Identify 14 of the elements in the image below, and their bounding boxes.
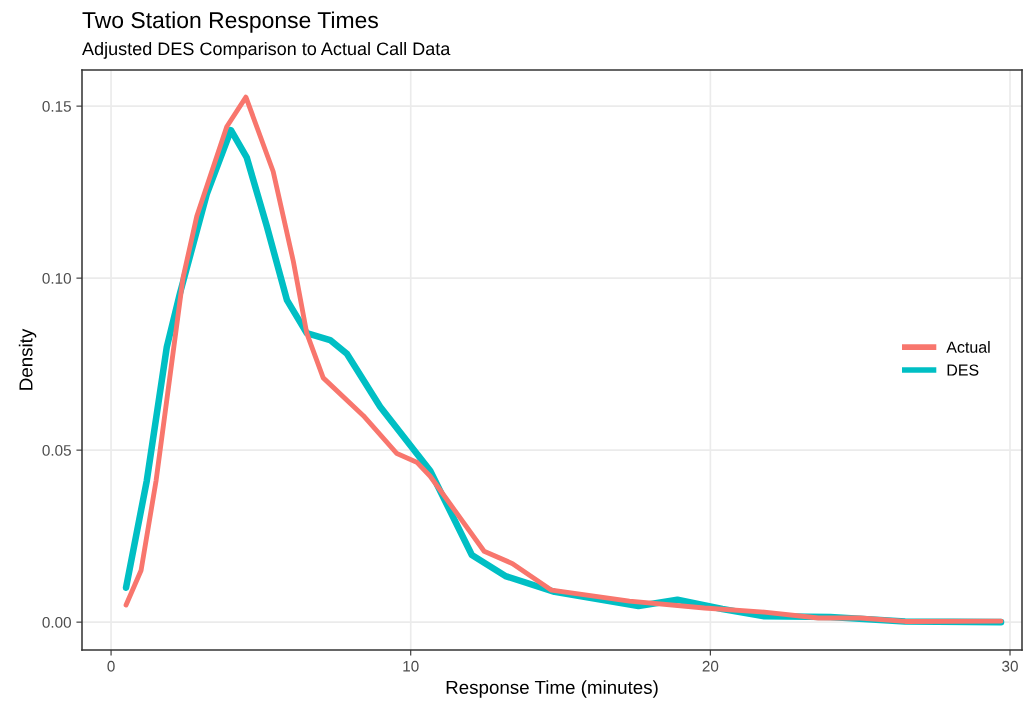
y-axis-title: Density xyxy=(18,328,37,390)
y-tick-label: 0.10 xyxy=(42,272,71,284)
y-tick-label: 0.15 xyxy=(42,100,71,112)
x-tick-label: 10 xyxy=(403,660,419,672)
x-tick-label: 30 xyxy=(1002,660,1018,672)
chart-subtitle: Adjusted DES Comparison to Actual Call Data xyxy=(82,41,451,59)
legend-label: DES xyxy=(947,364,979,376)
x-axis-title: Response Time (minutes) xyxy=(446,680,658,698)
y-tick-label: 0.00 xyxy=(42,617,71,628)
y-tick-label: 0.05 xyxy=(42,445,71,456)
chart-title: Two Station Response Times xyxy=(82,11,378,33)
x-tick-label: 20 xyxy=(702,660,719,672)
legend-label: Actual xyxy=(946,341,990,353)
x-tick-label: 0 xyxy=(107,660,115,672)
